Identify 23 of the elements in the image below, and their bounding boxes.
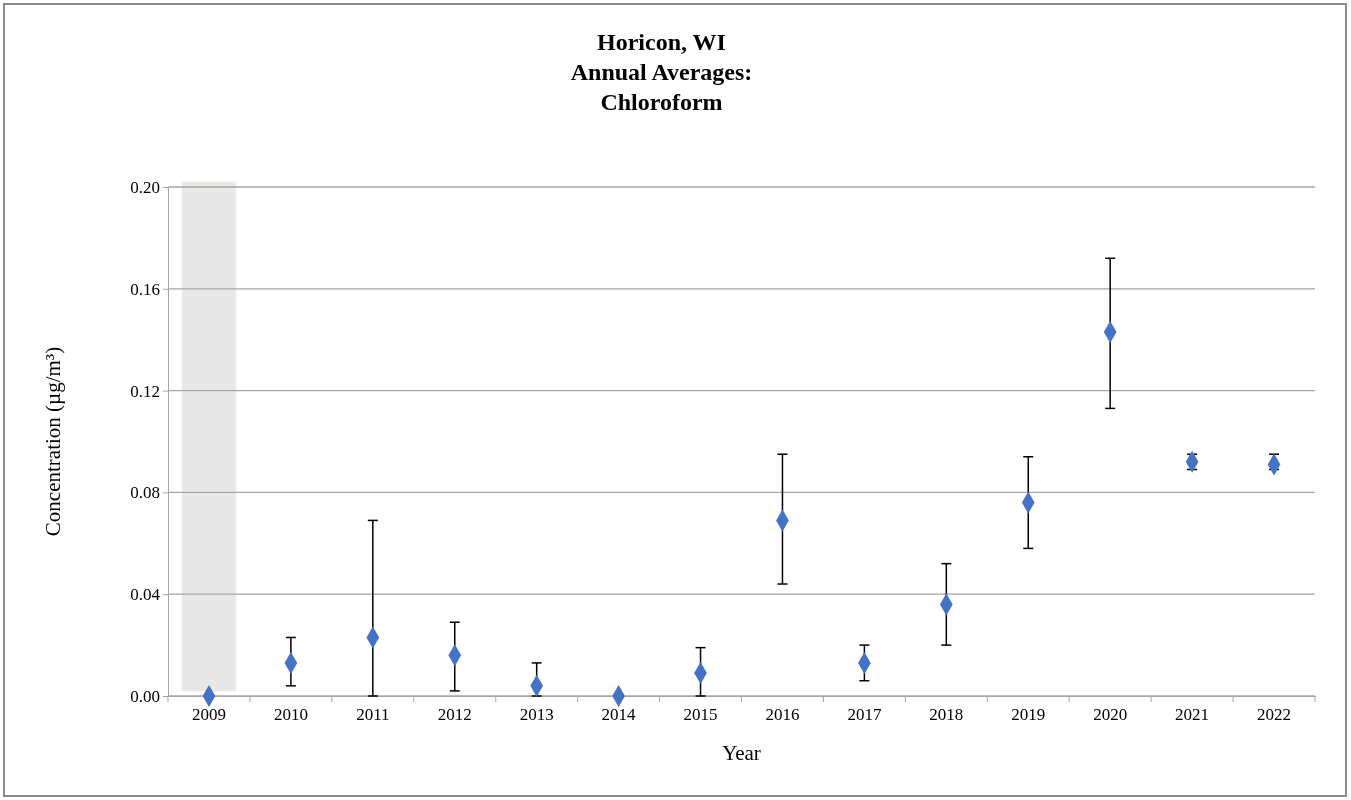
x-tick-label: 2014 [601,705,637,725]
x-tick-label: 2013 [519,705,554,725]
y-tick-label: 0.12 [130,381,160,401]
x-tick-label: 2020 [1093,705,1128,725]
x-tick-label: 2015 [683,705,718,725]
x-tick-label: 2012 [437,705,472,725]
y-tick-label: 0.16 [130,279,160,299]
x-tick-label: 2016 [765,705,800,725]
x-tick-label: 2017 [847,705,882,725]
x-tick-label: 2010 [273,705,308,725]
x-axis-title: Year [722,741,761,765]
y-tick-label: 0.04 [130,585,161,605]
x-tick-label: 2011 [356,705,390,725]
y-tick-label: 0.08 [130,483,160,503]
x-tick-label: 2021 [1175,705,1210,725]
x-tick-label: 2019 [1011,705,1046,725]
y-tick-label: 0.20 [130,177,160,197]
x-tick-label: 2022 [1257,705,1292,725]
x-tick-label: 2018 [929,705,964,725]
y-tick-label: 0.00 [130,686,160,706]
y-axis-title: Concentration (µg/m³) [41,346,65,537]
x-tick-label: 2009 [191,705,226,725]
chart-title: Horicon, WI Annual Averages: Chloroform [570,29,753,115]
